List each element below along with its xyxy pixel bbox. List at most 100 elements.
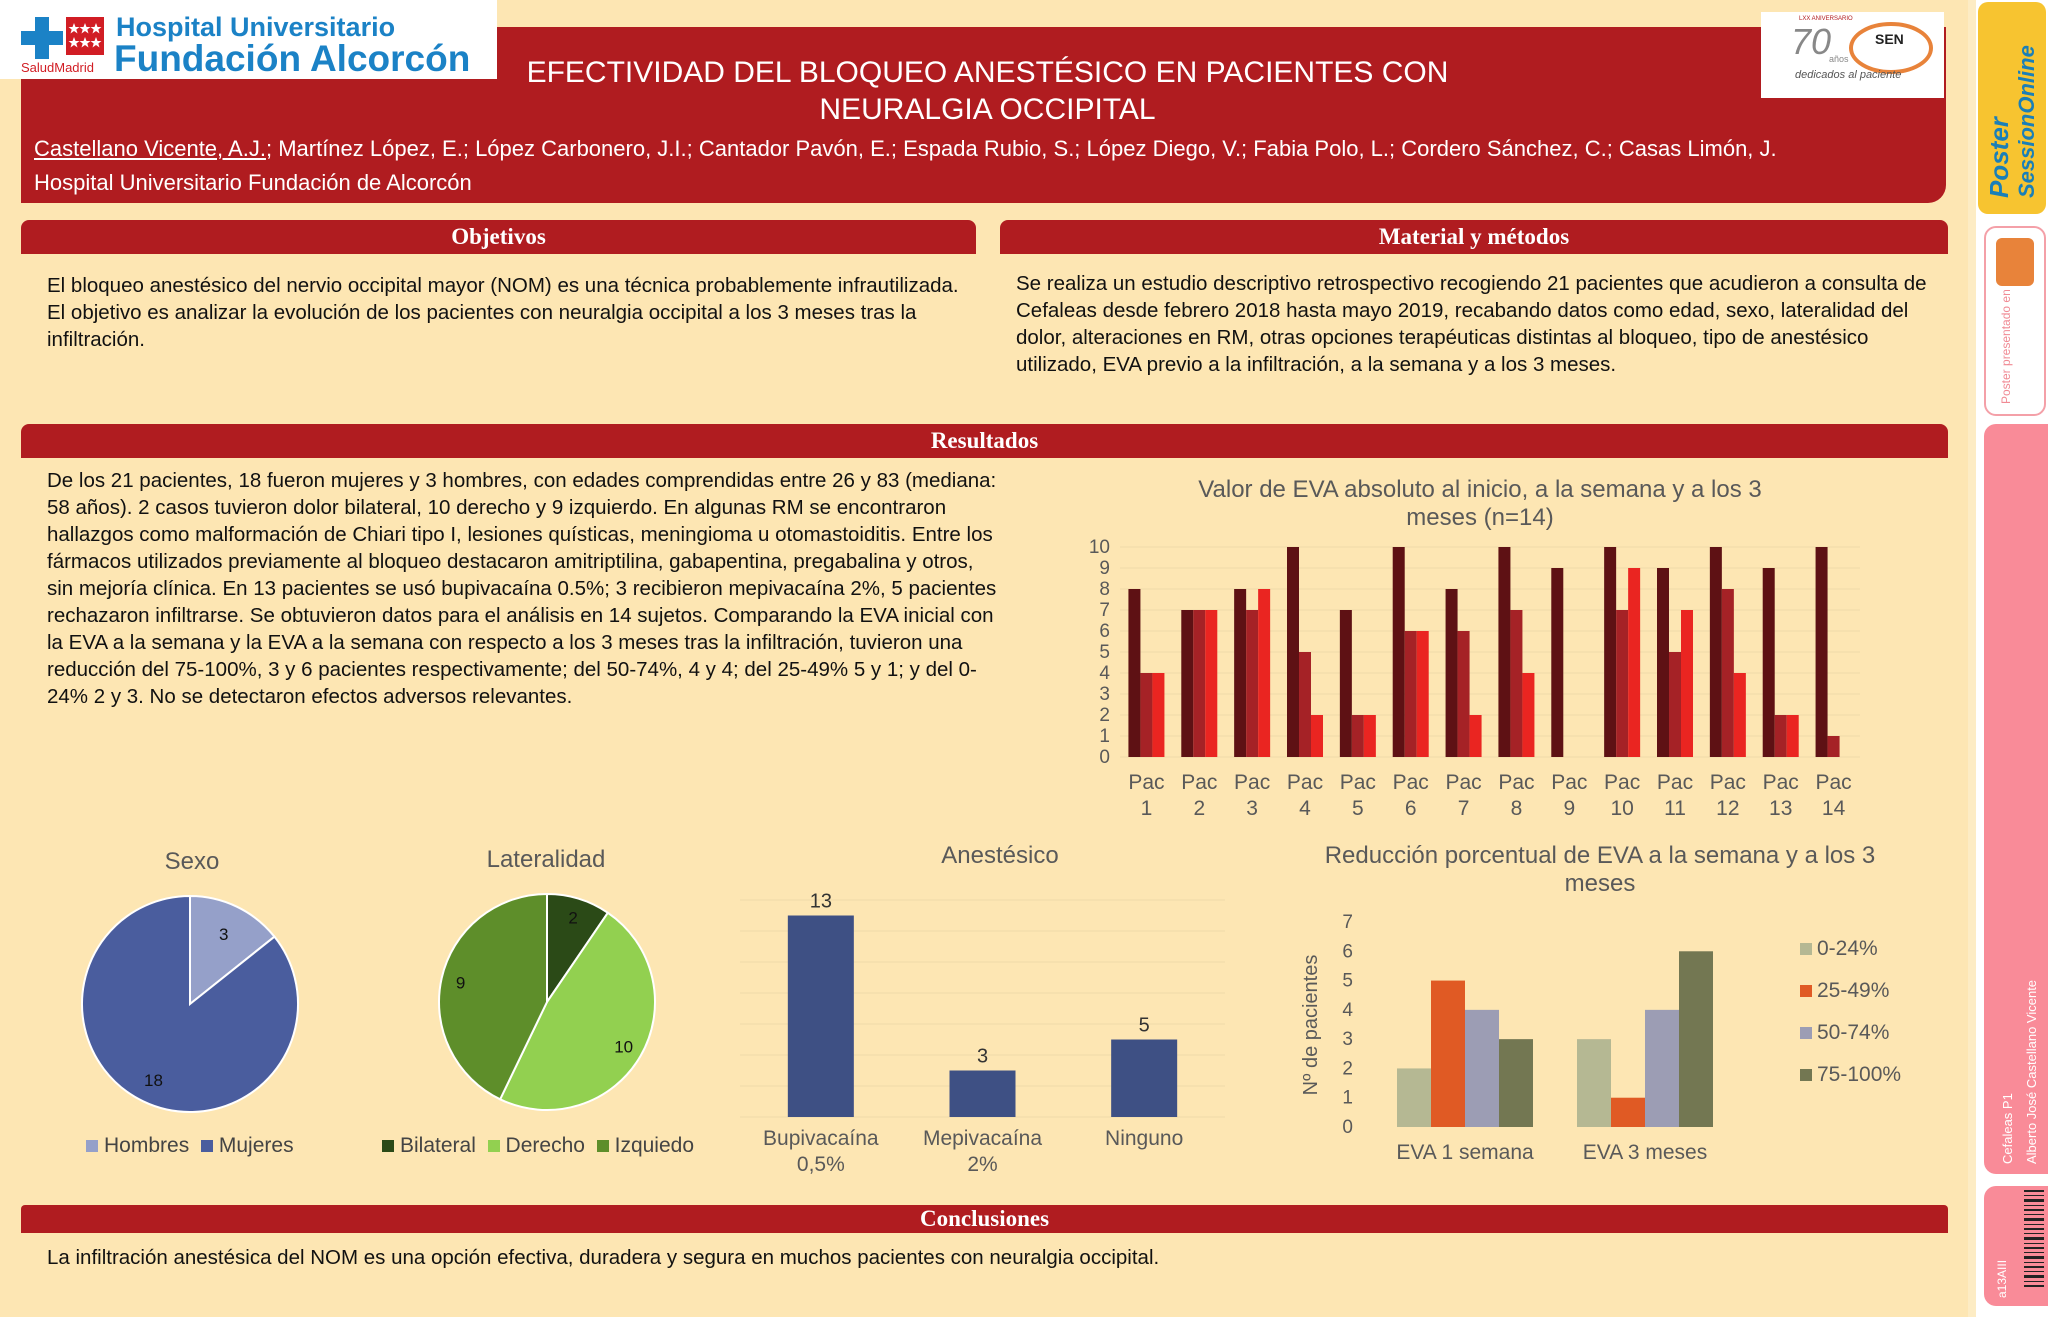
legend-mujeres: Mujeres (218, 1134, 294, 1157)
legend-swatch (1800, 985, 1812, 997)
resultados-panel (21, 424, 1948, 1194)
eva-bar (1616, 610, 1629, 757)
sexo-legend: Hombres Mujeres (86, 1134, 294, 1158)
x-tick-label: Bupivacaína (763, 1127, 879, 1150)
eva-bar (1733, 673, 1746, 757)
eva-bar (1246, 610, 1259, 757)
y-tick-label: 8 (1099, 579, 1110, 600)
reduccion-bar (1611, 1097, 1645, 1127)
pie-slice (189, 894, 276, 1007)
x-tick-label: 14 (1822, 797, 1846, 820)
x-tick-label: 7 (1458, 797, 1470, 820)
eva-bar (1392, 547, 1405, 757)
logo-line2: Fundación Alcorcón (114, 38, 471, 79)
y-tick-label: 6 (1099, 621, 1110, 642)
objetivos-heading: Objetivos (21, 220, 976, 254)
conclusiones-heading: Conclusiones (21, 1205, 1948, 1233)
reduccion-bar (1431, 980, 1465, 1127)
legend-swatch (1800, 1069, 1812, 1081)
eva-bar (1827, 736, 1840, 757)
reduccion-bar (1499, 1039, 1533, 1127)
eva-bar (1363, 715, 1376, 757)
eva-bar (1339, 610, 1352, 757)
y-tick-label: 0 (1099, 747, 1110, 768)
code-strip: a13AIII (1984, 1186, 2048, 1306)
eva-chart-title: Valor de EVA absoluto al inicio, a la se… (1198, 476, 1762, 531)
reduccion-chart-title: Reducción porcentual de EVA a la semana … (1324, 842, 1876, 897)
poster-session-badge[interactable]: Poster SessionOnline (1978, 2, 2046, 214)
authors-line: Castellano Vicente, A.J.; Martínez López… (34, 136, 1777, 162)
eva-bar (1193, 610, 1206, 757)
reduccion-bar-chart: 0 1 2 3 4 5 6 7 Nº de pacientes EVA 1 semana EVA 3… (1300, 912, 1901, 1164)
legend-label: 25-49% (1817, 979, 1889, 1002)
eva-bar (1551, 568, 1564, 757)
logo-brand: SaludMadrid (21, 60, 94, 75)
x-tick-label: 4 (1299, 797, 1311, 820)
anestesico-bar (787, 915, 854, 1117)
y-tick-label: 2 (1099, 705, 1110, 726)
x-tick-label: 1 (1141, 797, 1153, 820)
x-tick-label: EVA 3 meses (1583, 1141, 1708, 1164)
legend-swatch (596, 1140, 609, 1153)
x-tick-label: Pac (1657, 771, 1693, 794)
x-tick-label: Pac (1763, 771, 1799, 794)
x-tick-label: Pac (1181, 771, 1217, 794)
eva-bar (1299, 652, 1311, 757)
legend-label: 0-24% (1817, 937, 1878, 960)
pie-slice (498, 911, 656, 1111)
lateralidad-pie-chart: 2 10 9 (438, 892, 656, 1111)
sen-anniversary: LXX ANIVERSARIO (1799, 16, 1853, 22)
y-tick-label: 3 (1342, 1029, 1353, 1050)
barcode-icon (2024, 1190, 2044, 1287)
reduccion-bar (1679, 951, 1713, 1127)
bar-data-label: 5 (1139, 1015, 1150, 1037)
resultados-heading: Resultados (21, 424, 1948, 458)
reduccion-bar (1465, 1009, 1499, 1127)
material-heading: Material y métodos (1000, 220, 1948, 254)
y-tick-label: 10 (1089, 537, 1110, 558)
x-tick-label: Pac (1445, 771, 1481, 794)
sen-motto: dedicados al paciente (1795, 69, 1901, 81)
x-tick-label: 9 (1563, 797, 1575, 820)
legend-swatch (200, 1140, 213, 1153)
x-tick-label: Pac (1498, 771, 1534, 794)
x-tick-label: Pac (1234, 771, 1270, 794)
eva-bar (1762, 568, 1775, 757)
x-tick-label: 13 (1769, 797, 1792, 820)
cross-icon (21, 17, 63, 59)
x-tick-label: 6 (1405, 797, 1417, 820)
x-tick-label: 0,5% (797, 1153, 845, 1176)
x-tick-label: Pac (1393, 771, 1429, 794)
eva-bar (1258, 589, 1271, 757)
x-tick-label: 3 (1246, 797, 1258, 820)
logo-line1: Hospital Universitario (116, 12, 396, 42)
reduccion-bar (1577, 1039, 1611, 1127)
anestesico-chart-title: Anestésico (941, 842, 1059, 869)
sidebar-session: Cefaleas P1 (2000, 1093, 2015, 1164)
x-tick-label: Pac (1340, 771, 1376, 794)
conclusiones-text: La infiltración anestésica del NOM es un… (47, 1246, 1160, 1269)
brand-poster: Poster (1984, 115, 2014, 198)
eva-bar (1669, 652, 1681, 757)
x-tick-label: 2 (1193, 797, 1205, 820)
bar-data-label: 13 (810, 891, 832, 913)
eva-bar (1152, 673, 1165, 757)
y-tick-label: 2 (1342, 1058, 1353, 1079)
sidebar-author: Alberto José Castellano Vicente (2024, 980, 2039, 1164)
x-tick-label: 12 (1716, 797, 1739, 820)
hospital-logo: SaludMadrid Hospital Universitario Funda… (0, 0, 497, 79)
y-tick-label: 5 (1099, 642, 1110, 663)
eva-bar (1604, 547, 1617, 757)
eva-bar (1628, 568, 1641, 757)
legend-swatch (487, 1140, 500, 1153)
sen-anos: años (1829, 54, 1849, 64)
eva-bar (1140, 673, 1153, 757)
eva-bar (1709, 547, 1722, 757)
y-tick-label: 7 (1099, 600, 1110, 621)
y-tick-label: 1 (1099, 726, 1110, 747)
sen-years: 70 (1791, 21, 1831, 62)
pie-data-label: 18 (144, 1071, 163, 1090)
title-line2: NEURALGIA OCCIPITAL (819, 93, 1156, 126)
x-tick-label: 11 (1664, 797, 1686, 820)
eva-bar (1498, 547, 1511, 757)
